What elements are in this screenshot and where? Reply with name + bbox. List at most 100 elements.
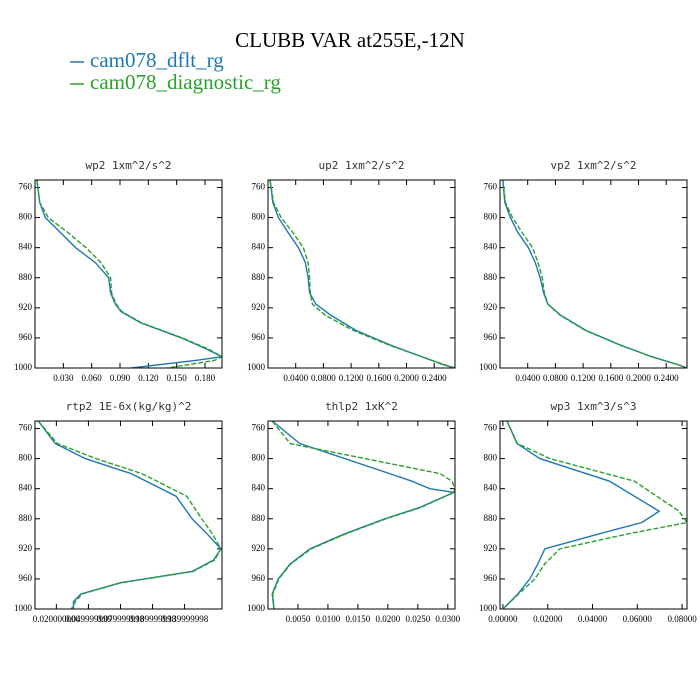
y-tick-label: 760 xyxy=(484,423,498,433)
plot-area xyxy=(502,421,687,609)
x-tick-label: 0.1600 xyxy=(598,373,623,383)
x-tick-label: 0.150 xyxy=(167,373,188,383)
x-tick-label: 0.109999998 xyxy=(129,614,177,624)
y-tick-label: 960 xyxy=(252,573,266,583)
x-tick-label: 0.1600 xyxy=(366,373,391,383)
x-tick-label: 0.1200 xyxy=(339,373,364,383)
plot-frame xyxy=(267,420,456,610)
y-tick-label: 880 xyxy=(484,513,498,523)
data-line xyxy=(269,180,455,368)
x-tick-label: 0.08000 xyxy=(667,614,697,624)
plot-area xyxy=(36,180,222,368)
main-title: CLUBB VAR at255E,-12N xyxy=(235,28,465,52)
x-tick-label: 0.0200 xyxy=(375,614,400,624)
plot-area xyxy=(269,180,455,368)
y-tick-label: 960 xyxy=(484,332,498,342)
y-tick-label: 880 xyxy=(252,513,266,523)
y-tick-label: 880 xyxy=(19,272,33,282)
x-tick-label: 0.079999998 xyxy=(97,614,145,624)
y-tick-label: 920 xyxy=(484,302,498,312)
y-tick-label: 800 xyxy=(19,212,33,222)
x-tick-label: 0.02000 xyxy=(533,614,563,624)
y-tick-label: 760 xyxy=(19,182,33,192)
y-tick-label: 1000 xyxy=(14,603,33,613)
x-tick-label: 0.090 xyxy=(110,373,131,383)
y-tick-label: 880 xyxy=(484,272,498,282)
x-tick-label: 0.139999998 xyxy=(161,614,209,624)
y-tick-label: 920 xyxy=(252,543,266,553)
y-tick-label: 760 xyxy=(19,423,33,433)
y-tick-label: 1000 xyxy=(247,603,266,613)
y-tick-label: 760 xyxy=(252,423,266,433)
x-tick-label: 0.0150 xyxy=(346,614,371,624)
panel-title: rtp2 1E-6x(kg/kg)^2 xyxy=(66,400,192,413)
plot-frame xyxy=(34,179,223,369)
data-line xyxy=(37,421,222,609)
plot-frame xyxy=(499,179,688,369)
y-tick-label: 840 xyxy=(252,242,266,252)
data-line xyxy=(502,421,661,609)
x-tick-label: 0.0300 xyxy=(435,614,460,624)
y-tick-label: 840 xyxy=(19,483,33,493)
data-line xyxy=(36,180,222,368)
panel-title: up2 1xm^2/s^2 xyxy=(318,159,404,172)
x-tick-label: 0.04000 xyxy=(578,614,608,624)
x-tick-label: 0.2000 xyxy=(626,373,651,383)
x-tick-label: 0.049999999 xyxy=(65,614,113,624)
y-tick-label: 1000 xyxy=(247,362,266,372)
x-tick-label: 0.0250 xyxy=(405,614,430,624)
y-tick-label: 960 xyxy=(252,332,266,342)
y-tick-label: 880 xyxy=(252,272,266,282)
y-tick-label: 840 xyxy=(252,483,266,493)
x-tick-label: 0.030 xyxy=(53,373,74,383)
plot-area xyxy=(37,421,222,609)
y-tick-label: 1000 xyxy=(14,362,33,372)
x-tick-label: 0.06000 xyxy=(623,614,653,624)
x-tick-label: 0.2400 xyxy=(422,373,447,383)
x-tick-label: 0.0050 xyxy=(286,614,311,624)
y-tick-label: 960 xyxy=(484,573,498,583)
panel-title: wp3 1xm^3/s^3 xyxy=(550,400,636,413)
panel-title: vp2 1xm^2/s^2 xyxy=(550,159,636,172)
plot-frame xyxy=(499,420,688,610)
y-tick-label: 800 xyxy=(484,212,498,222)
y-tick-label: 800 xyxy=(252,453,266,463)
panel-title: thlp2 1xK^2 xyxy=(325,400,398,413)
y-tick-label: 800 xyxy=(19,453,33,463)
legend-label: cam078_diagnostic_rg xyxy=(90,70,281,94)
panel-title: wp2 1xm^2/s^2 xyxy=(85,159,171,172)
y-tick-label: 960 xyxy=(19,573,33,583)
y-tick-label: 760 xyxy=(484,182,498,192)
x-tick-label: 0.0400 xyxy=(283,373,308,383)
y-tick-label: 840 xyxy=(19,242,33,252)
legend-label: cam078_dflt_rg xyxy=(90,48,224,72)
x-tick-label: 0.020000000 xyxy=(33,614,81,624)
x-tick-label: 0.1200 xyxy=(571,373,596,383)
data-line xyxy=(36,180,222,368)
y-tick-label: 920 xyxy=(19,543,33,553)
x-tick-label: 0.180 xyxy=(195,373,216,383)
x-tick-label: 0.0100 xyxy=(316,614,341,624)
x-tick-label: 0.0800 xyxy=(543,373,568,383)
y-tick-label: 1000 xyxy=(479,362,498,372)
data-line xyxy=(37,421,222,609)
plot-frame xyxy=(267,179,456,369)
x-tick-label: 0.00000 xyxy=(488,614,518,624)
x-tick-label: 0.0800 xyxy=(311,373,336,383)
x-tick-label: 0.120 xyxy=(138,373,159,383)
data-line xyxy=(502,421,687,609)
plot-area xyxy=(271,421,455,609)
x-tick-label: 0.0400 xyxy=(515,373,540,383)
y-tick-label: 840 xyxy=(484,242,498,252)
x-tick-label: 0.060 xyxy=(82,373,103,383)
y-tick-label: 1000 xyxy=(479,603,498,613)
plot-area xyxy=(502,180,687,368)
y-tick-label: 960 xyxy=(19,332,33,342)
plot-frame xyxy=(34,420,223,610)
y-tick-label: 920 xyxy=(252,302,266,312)
y-tick-label: 880 xyxy=(19,513,33,523)
y-tick-label: 800 xyxy=(484,453,498,463)
data-line xyxy=(271,421,455,609)
